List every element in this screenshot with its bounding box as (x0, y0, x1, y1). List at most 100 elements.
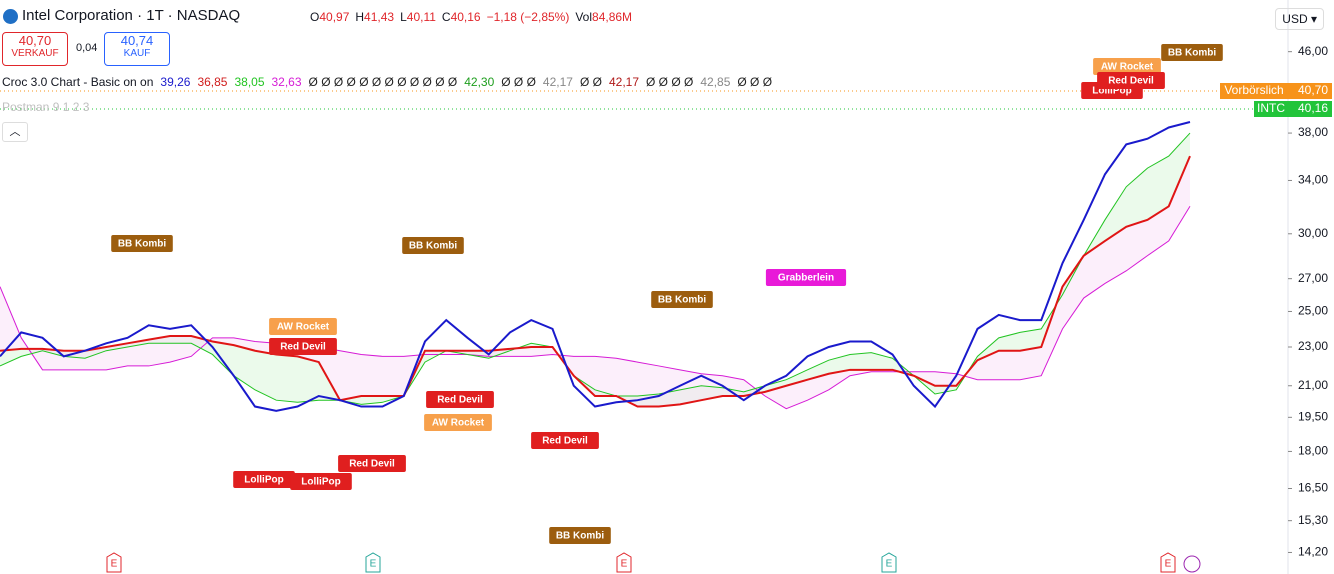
signal-label: LolliPop (1092, 86, 1131, 97)
indicator-value: 42,17 (542, 75, 573, 89)
indicator-value: 39,26 (160, 75, 191, 89)
indicator-value: 36,85 (197, 75, 228, 89)
sell-button[interactable]: 40,70 VERKAUF (2, 32, 68, 66)
ohlc-label: O (310, 10, 320, 24)
signal-box (290, 473, 352, 490)
sell-price: 40,70 (18, 33, 52, 48)
axis-tag-label: INTC (1257, 101, 1285, 115)
signal-box (402, 237, 464, 254)
collapse-button[interactable]: ︿ (2, 122, 28, 142)
series-line (0, 132, 1191, 405)
y-tick-label: 14,20 (1298, 545, 1328, 559)
indicator-value: 38,05 (234, 75, 265, 89)
axis-tag-bg (1288, 101, 1332, 117)
ohlc-value: 40,97 (319, 10, 350, 24)
ohlc-value: 40,16 (450, 10, 481, 24)
ohlc-label: C (441, 10, 451, 24)
ohlc-value: 84,86M (592, 10, 633, 24)
signal-box (269, 318, 337, 335)
indicator-value: Ø Ø Ø (737, 75, 773, 89)
signal-label: Red Devil (437, 395, 483, 406)
indicator-value: 42,30 (464, 75, 495, 89)
buy-button[interactable]: 40,74 KAUF (104, 32, 170, 66)
currency-button[interactable]: USD ▾ (1275, 8, 1324, 30)
symbol-title[interactable]: Intel Corporation · 1T · NASDAQ (22, 7, 241, 24)
signal-label: Red Devil (542, 436, 588, 447)
ohlc-label: L (400, 10, 407, 24)
signal-label: BB Kombi (118, 239, 167, 250)
axis-tag-label-bg (1220, 83, 1288, 99)
buy-price: 40,74 (120, 33, 154, 48)
signal-label: LolliPop (244, 475, 283, 486)
signal-box (233, 471, 295, 488)
series-line (0, 121, 1191, 412)
y-tick-label: 21,00 (1298, 378, 1328, 392)
logo (3, 9, 18, 24)
signal-box (651, 291, 713, 308)
signal-box (111, 235, 173, 252)
indicator-legend-2[interactable]: Postman 9 1 2 3 (2, 100, 90, 114)
earnings-badge (1160, 552, 1176, 573)
signal-label: Grabberlein (778, 273, 834, 284)
dividend-icon (1183, 555, 1201, 573)
signal-label: BB Kombi (1168, 48, 1217, 59)
series-line (0, 155, 1191, 408)
indicator-value: Ø Ø (579, 75, 602, 89)
axis-tag: 40,70 (1298, 83, 1328, 97)
earnings-label: E (621, 559, 628, 570)
y-tick-label: 46,00 (1298, 44, 1328, 58)
signal-box (1161, 44, 1223, 61)
y-tick-label: 30,00 (1298, 226, 1328, 240)
y-tick-label: 16,50 (1298, 481, 1328, 495)
series-line (0, 206, 1191, 410)
signal-box (549, 527, 611, 544)
buy-label: KAUF (123, 48, 151, 59)
earnings-badge (106, 552, 122, 573)
earnings-badge (365, 552, 381, 573)
signal-box (269, 338, 337, 355)
ohlc-label: Vol (575, 10, 593, 24)
signal-label: AW Rocket (1101, 62, 1154, 73)
y-tick-label: 18,00 (1298, 444, 1328, 458)
signal-label: Red Devil (280, 342, 326, 353)
ohlc: O40,97 H41,43 L40,11 C40,16 −1,18 (−2,85%) Vo… (310, 10, 638, 24)
ohlc-value: −1,18 (−2,85%) (486, 10, 570, 24)
y-tick-label: 15,30 (1298, 513, 1328, 527)
indicator-value: 42,17 (608, 75, 639, 89)
sell-label: VERKAUF (11, 48, 59, 59)
y-tick-label: 34,00 (1298, 173, 1328, 187)
indicator-legend: Croc 3.0 Chart - Basic on on 39,26 36,85 38… (2, 75, 779, 89)
indicator-value: Ø Ø Ø (501, 75, 536, 89)
signal-box (1093, 58, 1161, 75)
signal-label: Red Devil (349, 459, 395, 470)
signal-box (531, 432, 599, 449)
earnings-label: E (111, 559, 118, 570)
indicator-value: Ø Ø Ø Ø Ø Ø Ø Ø Ø Ø Ø Ø (308, 75, 458, 89)
signal-label: BB Kombi (556, 531, 605, 542)
signal-label: BB Kombi (409, 241, 458, 252)
earnings-label: E (1165, 559, 1172, 570)
earnings-badge (881, 552, 897, 573)
indicator-value: Ø Ø Ø Ø (646, 75, 694, 89)
y-tick-label: 23,00 (1298, 339, 1328, 353)
cloud (0, 156, 1190, 409)
signal-label: AW Rocket (277, 322, 330, 333)
ohlc-value: 41,43 (364, 10, 395, 24)
axis-tag: 40,16 (1298, 101, 1328, 115)
axis-tag-label-bg (1254, 101, 1288, 117)
indicator-value: 42,85 (700, 75, 731, 89)
earnings-label: E (370, 559, 377, 570)
axis-tag-label: Vorbörslich (1224, 83, 1283, 97)
y-tick-label: 38,00 (1298, 125, 1328, 139)
y-tick-label: 25,00 (1298, 304, 1328, 318)
signal-box (338, 455, 406, 472)
y-tick-label: 19,50 (1298, 409, 1328, 423)
signal-box (424, 414, 492, 431)
signal-box (765, 269, 847, 286)
signal-box (426, 391, 494, 408)
indicator-name[interactable]: Croc 3.0 Chart - Basic on on (2, 75, 154, 89)
spread: 0,04 (76, 42, 98, 54)
ohlc-label: H (355, 10, 365, 24)
currency: USD (1282, 12, 1308, 26)
